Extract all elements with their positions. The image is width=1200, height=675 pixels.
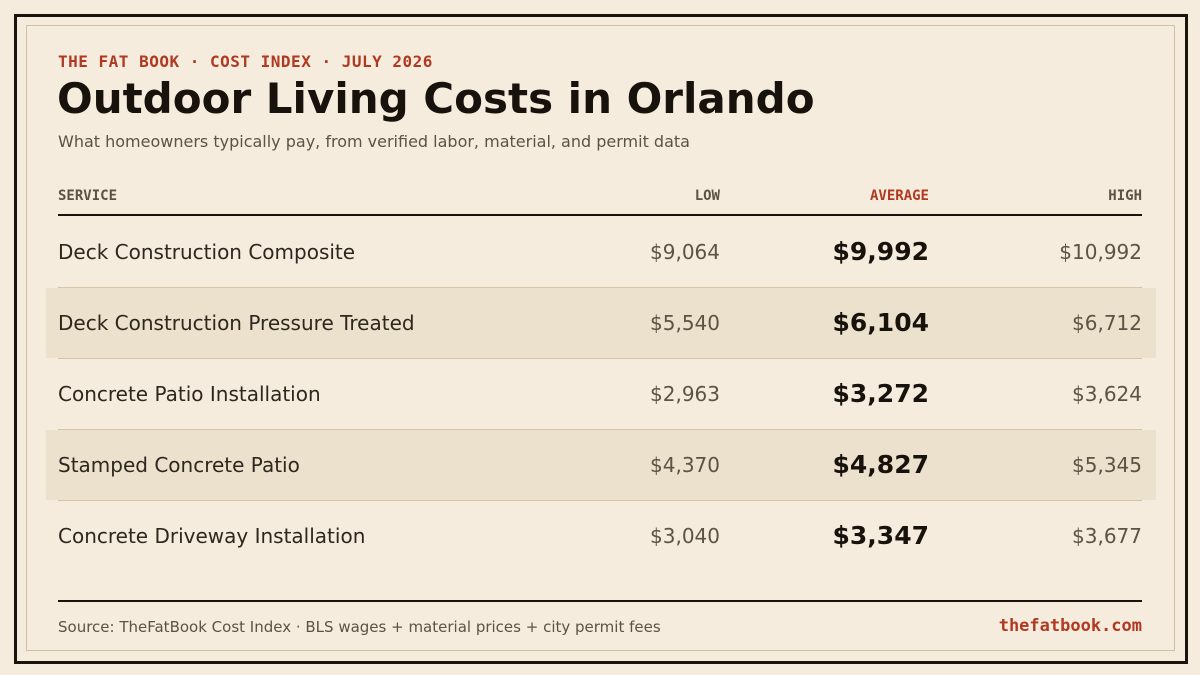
low-cost-cell: $3,040 [650, 524, 720, 548]
page-title: Outdoor Living Costs in Orlando [57, 74, 815, 123]
high-cost-cell: $6,712 [1072, 311, 1142, 335]
header-rule [58, 214, 1142, 216]
average-cost-cell: $9,992 [832, 237, 929, 266]
inner-frame [26, 25, 1175, 651]
service-cell: Deck Construction Composite [58, 240, 356, 264]
high-cost-cell: $5,345 [1072, 453, 1142, 477]
row-divider [58, 358, 1142, 359]
row-divider [58, 500, 1142, 501]
high-cost-cell: $3,624 [1072, 382, 1142, 406]
high-cost-cell: $3,677 [1072, 524, 1142, 548]
source-note: Source: TheFatBook Cost Index · BLS wage… [58, 618, 661, 636]
service-cell: Concrete Patio Installation [58, 382, 321, 406]
table-row: Concrete Patio Installation $2,963 $3,272 $… [46, 359, 1156, 429]
table-row: Concrete Driveway Installation $3,040 $3,3… [46, 501, 1156, 571]
service-cell: Deck Construction Pressure Treated [58, 311, 415, 335]
kicker: THE FAT BOOK · COST INDEX · JULY 2026 [58, 52, 433, 71]
low-cost-cell: $9,064 [650, 240, 720, 264]
column-header-low: LOW [694, 188, 720, 204]
high-cost-cell: $10,992 [1059, 240, 1142, 264]
page-subtitle: What homeowners typically pay, from veri… [58, 132, 690, 151]
column-header-high: HIGH [1108, 188, 1142, 204]
low-cost-cell: $4,370 [650, 453, 720, 477]
table-row: Stamped Concrete Patio $4,370 $4,827 $5,345 [46, 430, 1156, 500]
service-cell: Concrete Driveway Installation [58, 524, 366, 548]
average-cost-cell: $3,272 [832, 379, 929, 408]
low-cost-cell: $5,540 [650, 311, 720, 335]
row-divider [58, 287, 1142, 288]
column-header-service: SERVICE [58, 188, 118, 204]
service-cell: Stamped Concrete Patio [58, 453, 300, 477]
table-row: Deck Construction Pressure Treated $5,540… [46, 288, 1156, 358]
average-cost-cell: $3,347 [832, 521, 929, 550]
column-header-average: AVERAGE [869, 188, 929, 204]
average-cost-cell: $4,827 [832, 450, 929, 479]
outer-frame [14, 14, 1188, 664]
row-divider [58, 429, 1142, 430]
table-row: Deck Construction Composite $9,064 $9,992 $… [46, 217, 1156, 287]
average-cost-cell: $6,104 [832, 308, 929, 337]
footer-rule [58, 600, 1142, 602]
site-link[interactable]: thefatbook.com [998, 616, 1142, 636]
low-cost-cell: $2,963 [650, 382, 720, 406]
